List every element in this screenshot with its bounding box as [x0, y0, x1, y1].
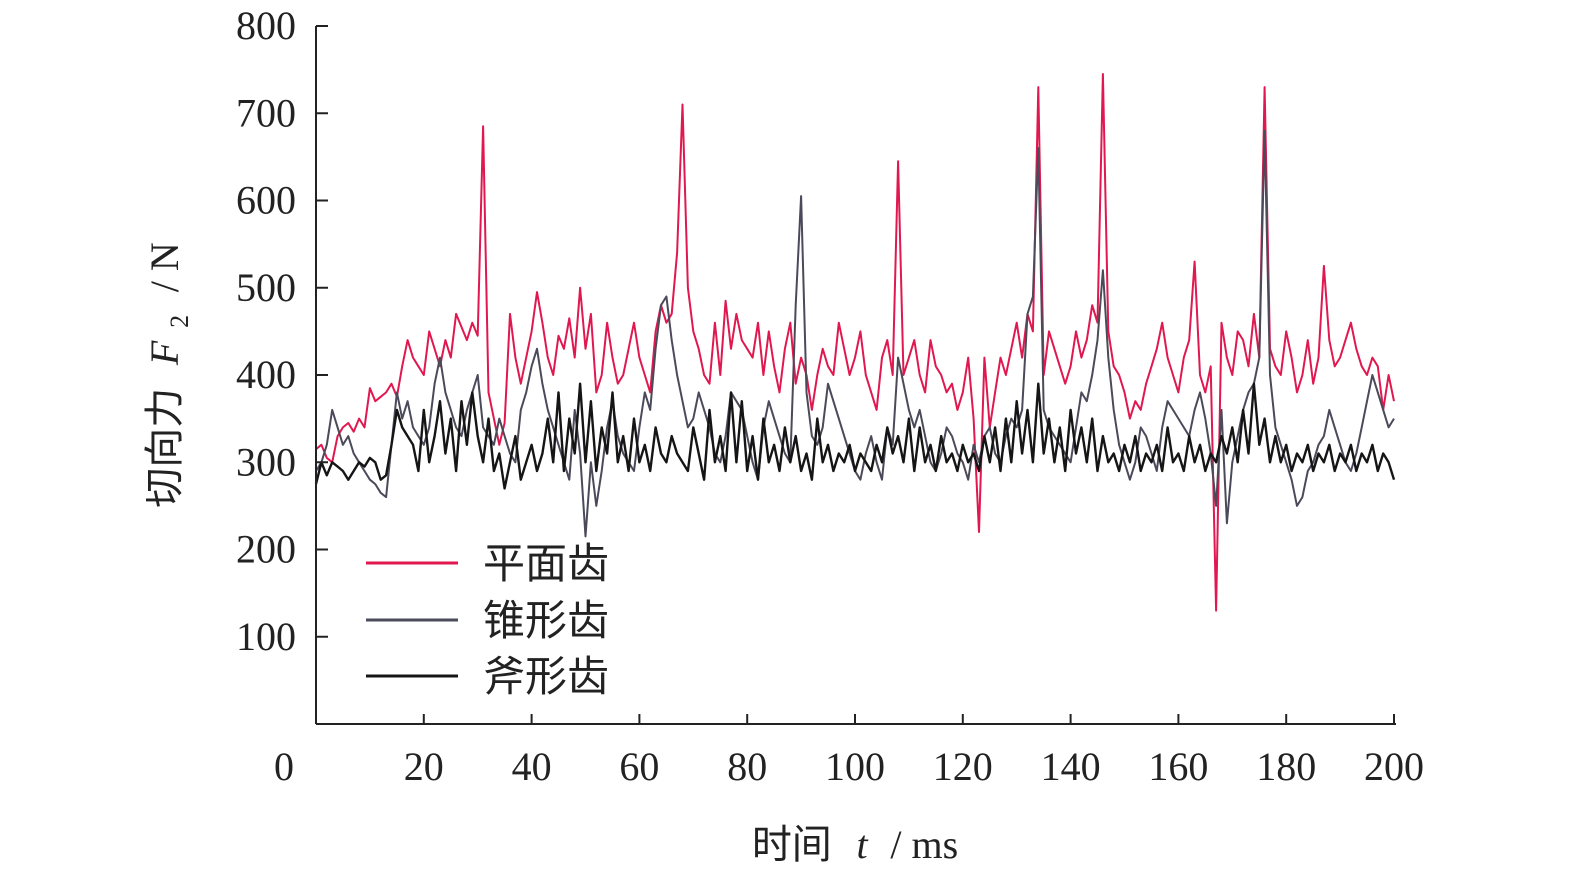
x-tick-label: 120 [933, 744, 993, 789]
x-ticks: 0 20 40 60 80 100 120 140 160 180 200 [274, 714, 1424, 789]
y-axis-label-sub: 2 [165, 315, 194, 328]
y-ticks: 100 200 300 400 500 600 700 800 [236, 3, 328, 659]
legend-label-axe: 斧形齿 [483, 652, 609, 701]
y-tick-label: 400 [236, 352, 296, 397]
x-tick-label: 100 [825, 744, 885, 789]
y-tick-label: 100 [236, 614, 296, 659]
x-tick-label: 200 [1364, 744, 1424, 789]
legend: 平面齿 锥形齿 斧形齿 [366, 539, 609, 701]
x-tick-label: 160 [1148, 744, 1208, 789]
x-axis-label-var: t [857, 822, 869, 867]
x-axis-label-cn: 时间 [752, 822, 832, 868]
x-tick-label: 60 [619, 744, 659, 789]
y-axis-label-var: F [142, 340, 187, 366]
plot-area [314, 73, 1396, 612]
y-axis-label: 切向力 F 2 / N [142, 242, 198, 508]
y-axis-label-cn: 切向力 [142, 388, 188, 508]
y-tick-label: 700 [236, 90, 296, 135]
x-axis-label-unit: / ms [890, 822, 958, 867]
x-tick-label: 180 [1256, 744, 1316, 789]
x-tick-label: 20 [404, 744, 444, 789]
y-tick-label: 200 [236, 527, 296, 572]
y-axis-label-unit: / N [142, 242, 187, 292]
legend-label-cone: 锥形齿 [483, 596, 609, 645]
y-tick-label: 500 [236, 265, 296, 310]
x-axis-label: 时间 t / ms [752, 822, 958, 868]
series-line-2 [314, 382, 1396, 490]
legend-label-flat: 平面齿 [483, 539, 609, 588]
series-line-0 [315, 73, 1395, 612]
x-tick-label: 40 [512, 744, 552, 789]
x-tick-label: 80 [727, 744, 767, 789]
y-tick-label: 600 [236, 178, 296, 223]
y-tick-label: 300 [236, 439, 296, 484]
x-tick-label: 0 [274, 744, 294, 789]
y-tick-label: 800 [236, 3, 296, 48]
x-tick-label: 140 [1041, 744, 1101, 789]
